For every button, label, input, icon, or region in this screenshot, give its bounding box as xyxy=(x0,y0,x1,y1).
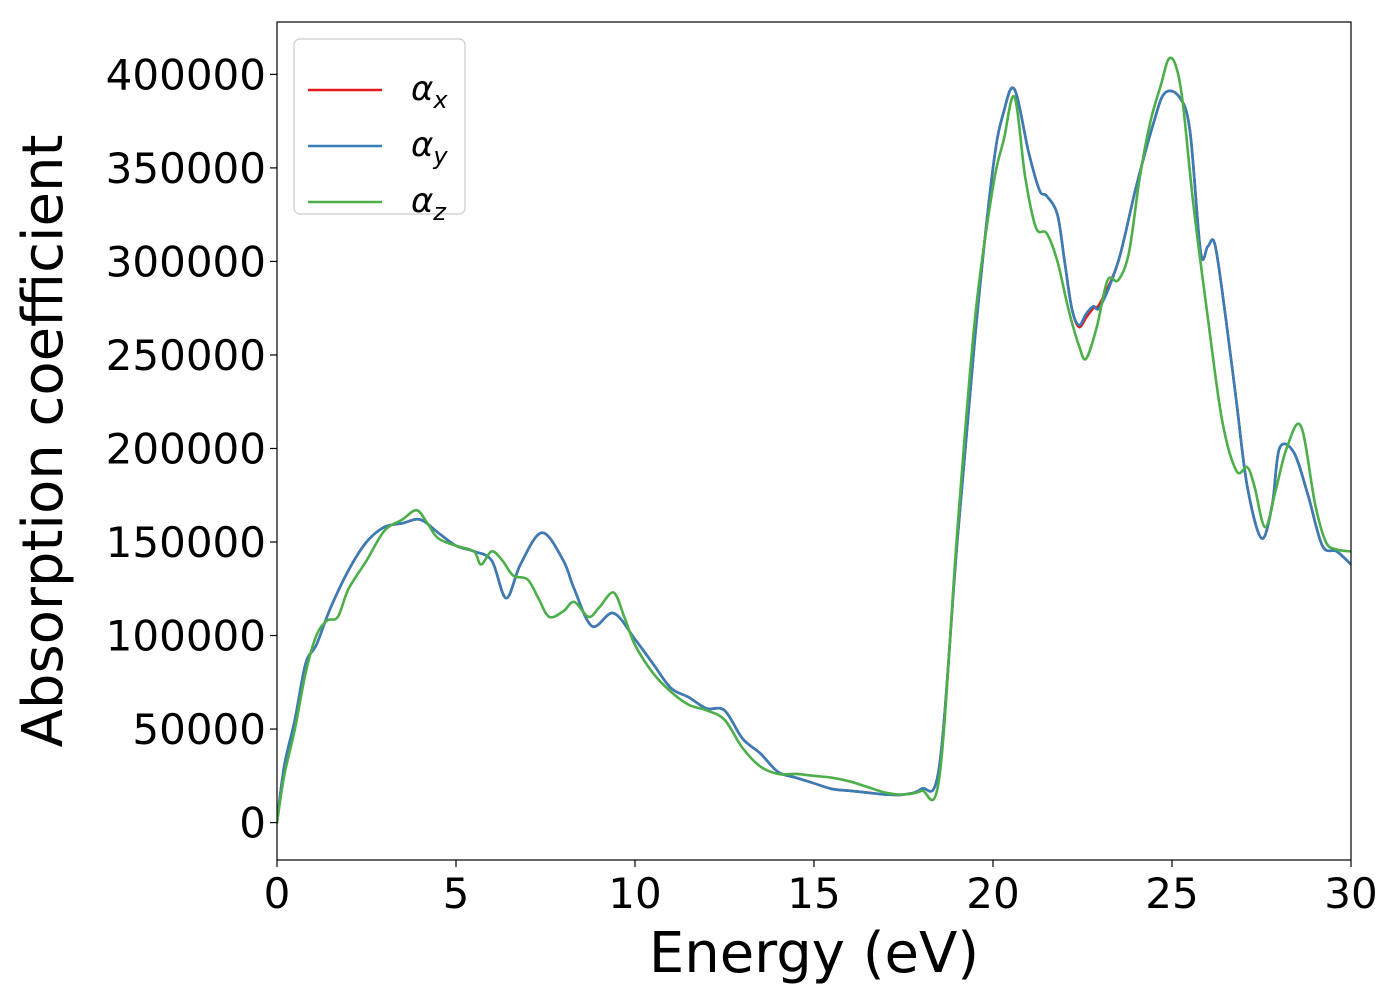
x-axis-title: Energy (eV) xyxy=(649,921,979,986)
x-tick-label: 10 xyxy=(608,869,661,918)
y-tick-label: 400000 xyxy=(106,50,266,99)
legend: αx αy αz xyxy=(293,38,466,226)
series-line-z xyxy=(277,56,1351,824)
y-axis: 0 50000 100000 150000 200000 250000 300000 3500… xyxy=(106,50,277,848)
x-tick-label: 25 xyxy=(1145,869,1198,918)
y-tick-label: 100000 xyxy=(106,612,266,661)
y-tick-label: 50000 xyxy=(132,705,266,754)
y-tick-label: 250000 xyxy=(106,331,266,380)
x-tick-label: 5 xyxy=(443,869,470,918)
y-tick-label: 300000 xyxy=(106,237,266,286)
y-tick-label: 0 xyxy=(239,799,266,848)
y-tick-label: 350000 xyxy=(106,144,266,193)
x-tick-label: 15 xyxy=(787,869,840,918)
legend-label-z: αz xyxy=(411,181,447,226)
series-layer xyxy=(277,56,1351,824)
x-tick-label: 30 xyxy=(1324,869,1377,918)
y-axis-title: Absorption coefficient xyxy=(11,135,76,748)
x-axis: 0 5 10 15 20 25 30 xyxy=(264,860,1378,918)
legend-label-y: αy xyxy=(411,125,448,170)
x-tick-label: 20 xyxy=(966,869,1019,918)
legend-box xyxy=(293,38,466,215)
y-tick-label: 200000 xyxy=(106,424,266,473)
legend-label-x: αx xyxy=(411,69,448,114)
x-tick-label: 0 xyxy=(264,869,291,918)
y-tick-label: 150000 xyxy=(106,518,266,567)
